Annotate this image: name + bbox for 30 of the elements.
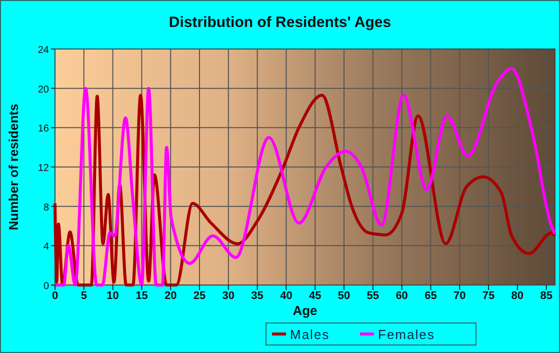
x-tick-label: 55 [366, 290, 380, 302]
x-tick-label: 60 [396, 290, 408, 302]
x-tick-label: 45 [308, 290, 322, 302]
y-tick-label: 24 [38, 45, 50, 56]
x-tick-label: 35 [251, 290, 264, 302]
legend-label: Males [290, 327, 330, 342]
y-tick-label: 20 [38, 84, 50, 96]
x-tick-label: 75 [482, 290, 495, 302]
legend-label: Females [378, 327, 435, 342]
x-tick-label: 25 [193, 290, 206, 302]
y-tick-label: 16 [38, 124, 50, 135]
x-tick-label: 5 [80, 290, 87, 302]
x-tick-label: 10 [106, 290, 119, 302]
x-tick-label: 85 [540, 290, 552, 302]
x-tick-label: 0 [52, 290, 58, 302]
x-axis-title: Age [292, 303, 318, 318]
x-tick-label: 70 [454, 290, 466, 302]
y-tick-label: 12 [38, 163, 50, 174]
x-tick-label: 50 [338, 290, 350, 302]
y-tick-label: 8 [43, 202, 50, 214]
x-tick-label: 65 [424, 290, 437, 302]
chart-title: Distribution of Residents' Ages [168, 14, 392, 31]
x-tick-label: 80 [511, 290, 524, 302]
y-axis-title: Number of residents [6, 104, 21, 230]
y-tick-label: 4 [43, 242, 50, 253]
x-tick-label: 20 [164, 290, 177, 302]
x-tick-label: 15 [136, 290, 148, 302]
y-tick-label: 0 [43, 281, 50, 292]
x-tick-label: 30 [222, 290, 235, 302]
x-tick-label: 40 [280, 290, 292, 302]
